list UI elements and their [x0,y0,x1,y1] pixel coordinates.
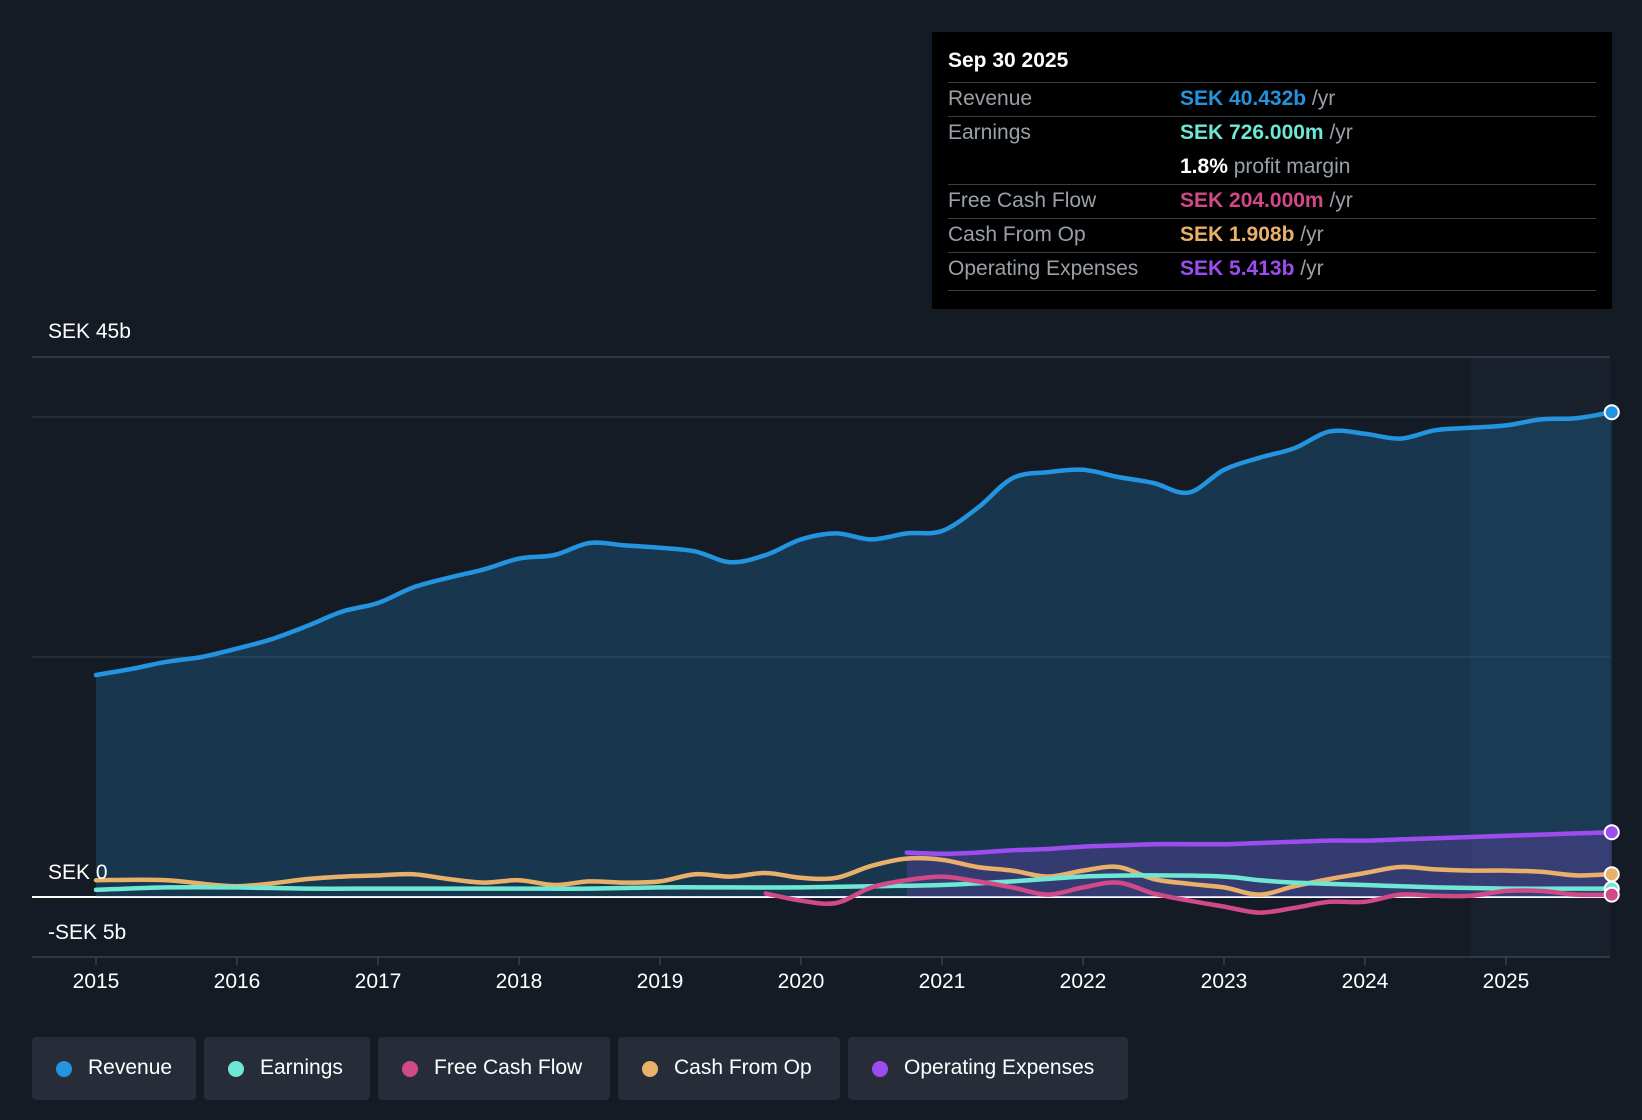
x-tick-label: 2019 [636,970,684,993]
tooltip-value: SEK 1.908b [1180,223,1295,246]
earnings-line [93,873,1614,893]
series-lines [93,409,1614,915]
revenue-endpoint [1603,404,1620,421]
operating-expenses-endpoint [1603,824,1620,841]
tooltip-profit-margin-value: 1.8% [1180,155,1228,178]
tooltip-row-earnings: Earnings SEK 726.000m /yr 1.8% profit ma… [948,116,1596,185]
legend-dot-icon [228,1061,244,1077]
series-endpoints [1603,404,1620,903]
tooltip-row-operating-expenses: Operating Expenses SEK 5.413b /yr [948,252,1596,287]
x-tick-label: 2022 [1059,970,1107,993]
tooltip-divider [948,290,1596,291]
legend-label: Revenue [88,1056,173,1079]
legend-label: Operating Expenses [904,1056,1095,1079]
x-tick-label: 2023 [1200,970,1248,993]
tooltip-value: SEK 726.000m [1180,121,1324,144]
tooltip-row-revenue: Revenue SEK 40.432b /yr [948,82,1596,117]
x-tick-label: 2021 [918,970,966,993]
legend-label: Cash From Op [674,1056,812,1079]
tooltip-label: Cash From Op [948,223,1086,246]
free-cash-flow-endpoint [1603,886,1620,903]
legend-dot-icon [402,1061,418,1077]
tooltip-label: Free Cash Flow [948,189,1097,212]
cash-from-op-line [93,855,1614,897]
tooltip-label: Operating Expenses [948,257,1139,280]
x-tick-label: 2015 [72,970,120,993]
x-tick-label: 2017 [354,970,402,993]
x-tick-label: 2016 [213,970,261,993]
tooltip-unit: /yr [1329,121,1353,144]
tooltip-date: Sep 30 2025 [948,49,1069,72]
revenue-line [93,409,1614,678]
legend-dot-icon [872,1061,888,1077]
x-tick-label: 2025 [1482,970,1530,993]
free-cash-flow-line [763,874,1614,915]
legend-label: Earnings [260,1056,343,1079]
tooltip-unit: /yr [1311,87,1336,110]
legend-item-cash-from-op[interactable]: Cash From Op [618,1037,840,1100]
legend-item-free-cash-flow[interactable]: Free Cash Flow [378,1037,610,1100]
tooltip-unit: /yr [1300,223,1324,246]
legend-item-operating-expenses[interactable]: Operating Expenses [848,1037,1128,1100]
legend-dot-icon [56,1061,72,1077]
cash-from-op-endpoint [1603,866,1620,883]
legend-label: Free Cash Flow [434,1056,583,1079]
x-tick-label: 2024 [1341,970,1389,993]
legend-dot-icon [642,1061,658,1077]
x-tick-label: 2018 [495,970,543,993]
tooltip-label: Revenue [948,87,1033,110]
tooltip-unit: /yr [1300,257,1324,280]
revenue-area [96,412,1612,897]
tooltip-panel: Sep 30 2025 Revenue SEK 40.432b /yr Earn… [932,32,1612,309]
y-tick-label-top: SEK 45b [48,320,131,343]
y-tick-label-bottom: -SEK 5b [48,921,127,944]
tooltip-row-cash-from-op: Cash From Op SEK 1.908b /yr [948,218,1596,253]
gridlines [32,356,1610,965]
operating-expenses-line [904,829,1614,857]
x-tick-label: 2020 [777,970,825,993]
tooltip-label: Earnings [948,121,1031,144]
tooltip-value: SEK 5.413b [1180,257,1295,280]
legend-item-revenue[interactable]: Revenue [32,1037,196,1100]
tooltip-profit-margin-label: profit margin [1233,155,1351,178]
legend-item-earnings[interactable]: Earnings [204,1037,370,1100]
y-tick-label-zero: SEK 0 [48,861,108,884]
tooltip-unit: /yr [1329,189,1353,212]
tooltip-row-free-cash-flow: Free Cash Flow SEK 204.000m /yr [948,184,1596,219]
tooltip-value: SEK 40.432b [1180,87,1307,110]
tooltip-value: SEK 204.000m [1180,189,1324,212]
series-areas [96,412,1612,897]
